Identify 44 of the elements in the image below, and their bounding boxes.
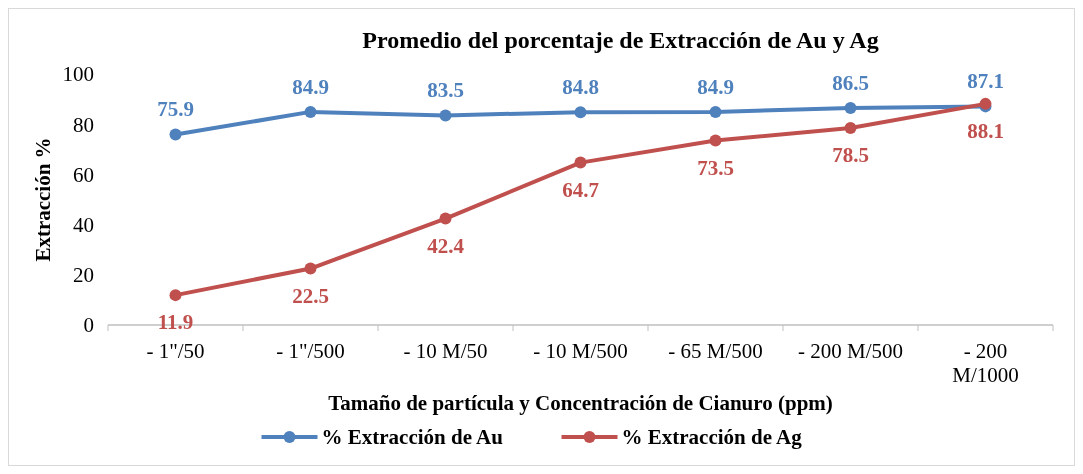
point <box>709 105 722 118</box>
y-tick-label: 100 <box>62 62 94 87</box>
x-tick-label: - 10 M/500 <box>533 339 628 363</box>
data-label: 75.9 <box>157 97 194 122</box>
data-label: 84.9 <box>292 74 329 99</box>
point <box>574 156 587 169</box>
data-label: 88.1 <box>967 118 1004 143</box>
y-tick-label: 80 <box>73 112 94 137</box>
legend-label: % Extracción de Ag <box>621 425 803 450</box>
y-tick-label: 0 <box>83 313 94 338</box>
data-label: 87.1 <box>967 69 1004 94</box>
data-label: 22.5 <box>292 283 329 308</box>
y-tick-label: 40 <box>73 212 94 237</box>
data-label: 86.5 <box>832 70 869 95</box>
point <box>439 109 452 122</box>
point <box>439 212 452 225</box>
x-tick-label: - 200 M/500 <box>798 339 903 363</box>
point <box>844 121 857 134</box>
point <box>709 134 722 147</box>
y-tick-label: 60 <box>73 162 94 187</box>
data-label: 78.5 <box>832 142 869 167</box>
data-label: 83.5 <box>427 78 464 103</box>
point <box>304 262 317 275</box>
chart-title: Promedio del porcentaje de Extracción de Au y Ag <box>362 27 879 53</box>
x-tick-label: - 1"/50 <box>146 339 205 363</box>
data-label: 42.4 <box>427 233 465 258</box>
point <box>304 105 317 118</box>
data-label: 73.5 <box>697 155 734 180</box>
x-axis-title: Tamaño de partícula y Concentración de Cianuro (ppm) <box>328 391 833 415</box>
point <box>169 289 182 302</box>
point <box>169 128 182 141</box>
point <box>844 101 857 114</box>
data-label: 84.9 <box>697 74 734 99</box>
data-label: 84.8 <box>562 75 599 100</box>
data-label: 11.9 <box>157 310 194 335</box>
y-tick-label: 20 <box>73 263 94 288</box>
y-axis-title: Extracción % <box>31 137 55 262</box>
x-tick-label: - 1"/500 <box>276 339 345 363</box>
x-tick-label: - 65 M/500 <box>668 339 763 363</box>
legend-label: % Extracción de Au <box>321 425 504 450</box>
data-label: 64.7 <box>562 177 599 202</box>
x-tick-label: - 10 M/50 <box>403 339 488 363</box>
point <box>574 106 587 119</box>
x-tick-label: - 200 M/1000 <box>952 339 1019 387</box>
